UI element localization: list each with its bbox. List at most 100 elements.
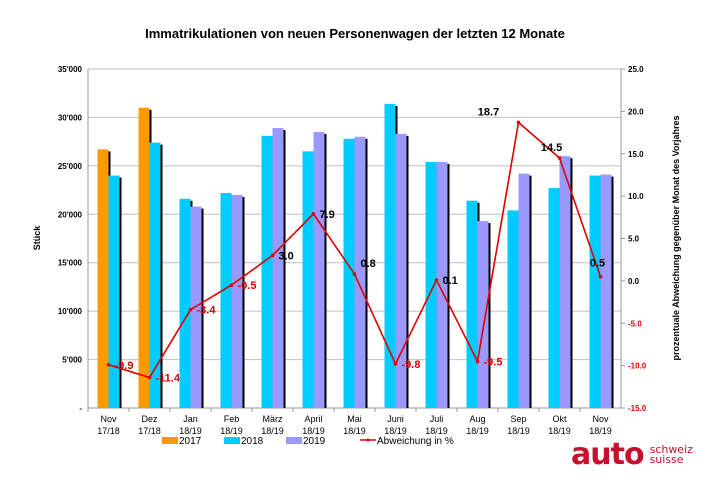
bar-2018 [548, 188, 560, 408]
logo-line1: schweiz [649, 443, 693, 456]
y-tick-label: 20'000 [58, 210, 83, 219]
legend-label: Abweichung in % [377, 436, 454, 447]
deviation-label: -0.5 [238, 280, 257, 292]
x-tick-label: März [263, 414, 283, 424]
x-tick-label: 18/19 [261, 426, 284, 436]
y2-tick-label: -5.0 [628, 319, 642, 328]
deviation-point [516, 120, 521, 125]
x-tick-label: Mai [347, 414, 362, 424]
legend-line-marker [366, 438, 370, 442]
bar-2019 [477, 221, 489, 408]
y-tick-label: 30'000 [58, 113, 83, 122]
y2-axis-label: prozentuale Abweichung gegenüber Monat d… [671, 115, 681, 360]
bar-2018 [466, 200, 478, 408]
y-tick-label: 15'000 [58, 259, 83, 268]
x-tick-label: 18/19 [589, 426, 612, 436]
bar-2019 [559, 156, 571, 408]
x-tick-label: 18/19 [548, 426, 571, 436]
x-tick-label: 18/19 [302, 426, 325, 436]
deviation-label: -11.4 [156, 372, 181, 384]
logo-line2: suisse [649, 453, 684, 466]
y2-tick-label: -15.0 [628, 404, 647, 413]
bar-2019 [395, 133, 407, 408]
auto-schweiz-logo: auto schweiz suisse [571, 440, 693, 470]
deviation-point [147, 375, 152, 380]
bar-2019 [518, 173, 530, 408]
deviation-label: 14.5 [541, 142, 562, 154]
bar-2018 [384, 103, 396, 409]
bar-2018 [108, 175, 120, 408]
deviation-point [393, 362, 398, 366]
deviation-label: -9.5 [484, 356, 503, 368]
deviation-label: -9.8 [402, 359, 421, 371]
legend-swatch-2017 [162, 437, 178, 444]
x-tick-label: Aug [469, 414, 485, 424]
x-tick-label: Okt [552, 414, 567, 424]
x-tick-label: 18/19 [220, 426, 243, 436]
deviation-point [434, 278, 439, 282]
legend-label: 2017 [179, 436, 202, 447]
bar-2018 [343, 138, 355, 409]
bar-2019 [272, 128, 284, 408]
deviation-point [352, 272, 357, 276]
bar-2018 [261, 135, 273, 408]
legend-label: 2018 [241, 436, 264, 447]
legend-swatch-2018 [224, 437, 240, 444]
legend-swatch-2019 [286, 437, 302, 444]
deviation-label: 0.1 [443, 275, 458, 287]
x-tick-label: 18/19 [343, 426, 366, 436]
deviation-point [557, 156, 562, 160]
y2-tick-label: 10.0 [628, 192, 644, 201]
legend-label: 2019 [303, 436, 326, 447]
x-tick-label: 18/19 [466, 426, 489, 436]
bar-2018 [302, 151, 314, 409]
x-tick-label: Jan [183, 414, 198, 424]
deviation-label: 18.7 [478, 106, 499, 118]
bar-2019 [231, 194, 243, 408]
deviation-label: 3.0 [279, 250, 294, 262]
bar-2017 [97, 149, 109, 409]
deviation-label: -9.9 [115, 360, 134, 372]
x-tick-label: 17/18 [97, 426, 120, 436]
bar-2018 [179, 198, 191, 408]
deviation-point [311, 212, 316, 216]
y2-tick-label: 5.0 [628, 235, 640, 244]
x-tick-label: Feb [224, 414, 240, 424]
deviation-label: 0.8 [361, 258, 376, 270]
bar-2018 [589, 175, 601, 408]
bar-2019 [436, 161, 448, 408]
x-tick-label: 18/19 [384, 426, 407, 436]
bar-2018 [220, 192, 232, 408]
logo-main: auto [571, 437, 645, 472]
deviation-label: 7.9 [320, 209, 335, 221]
deviation-label: 0.5 [590, 258, 605, 270]
y-tick-label: 5'000 [62, 356, 82, 365]
y2-tick-label: 20.0 [628, 107, 644, 116]
y-tick-label: 35'000 [58, 65, 83, 74]
x-tick-label: 18/19 [507, 426, 530, 436]
y2-tick-label: 15.0 [628, 150, 644, 159]
y2-tick-label: 25.0 [628, 65, 644, 74]
bar-2018 [507, 210, 519, 408]
x-tick-label: Nov [592, 414, 609, 424]
deviation-point [270, 253, 275, 258]
x-tick-label: Juni [387, 414, 404, 424]
y-tick-label: 10'000 [58, 307, 83, 316]
y2-tick-label: -10.0 [628, 362, 647, 371]
y2-tick-label: 0.0 [628, 277, 640, 286]
bar-2018 [425, 161, 437, 408]
bar-2018 [149, 142, 161, 408]
deviation-point [229, 283, 234, 287]
y-tick-label: - [79, 404, 82, 413]
x-tick-label: 18/19 [179, 426, 202, 436]
bar-2019 [600, 174, 612, 408]
x-tick-label: Nov [100, 414, 117, 424]
x-tick-label: April [304, 414, 322, 424]
bar-2019 [354, 136, 366, 409]
chart-title: Immatrikulationen von neuen Personenwage… [145, 26, 565, 41]
bar-2019 [313, 131, 325, 408]
bar-2017 [138, 107, 150, 408]
x-tick-label: Dez [141, 414, 158, 424]
x-tick-label: Juli [430, 414, 444, 424]
deviation-point [106, 362, 111, 367]
